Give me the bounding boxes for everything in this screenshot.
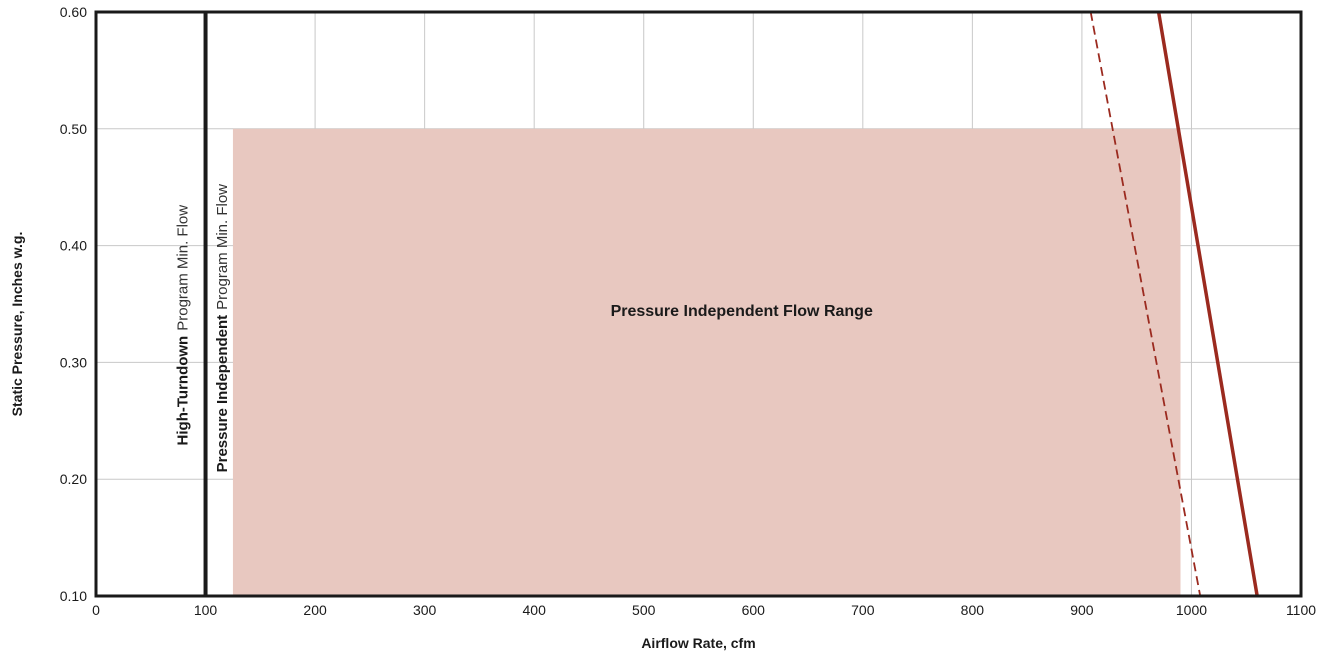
x-tick-label: 500 [632, 602, 656, 618]
vertical-line-label: Pressure Independent Program Min. Flow [214, 184, 231, 473]
x-tick-label: 1000 [1176, 602, 1207, 618]
x-tick-label: 300 [413, 602, 437, 618]
dashed-series-line [1089, 12, 1202, 596]
x-tick-labels: 0 100 200 300 400 500 600 700 800 900 1000 1100 [92, 602, 1316, 618]
vertical-line-label: High-Turndown Program Min. Flow [175, 205, 192, 446]
x-tick-label: 900 [1070, 602, 1094, 618]
x-tick-label: 800 [961, 602, 985, 618]
x-tick-label: 0 [92, 602, 100, 618]
y-tick-label: 0.40 [60, 238, 87, 254]
pressure-independent-region [232, 128, 1181, 597]
x-tick-label: 200 [303, 602, 327, 618]
y-tick-labels: 0.10 0.20 0.30 0.40 0.50 0.60 [60, 4, 87, 604]
vertical-label-bold: High-Turndown [175, 336, 192, 446]
y-tick-label: 0.50 [60, 121, 87, 137]
y-tick-label: 0.20 [60, 471, 87, 487]
vertical-label-light: Program Min. Flow [175, 205, 192, 331]
y-tick-label: 0.30 [60, 354, 87, 370]
plot-frame [94, 10, 1303, 598]
y-tick-label: 0.10 [60, 588, 87, 604]
y-axis-title: Static Pressure, Inches w.g. [9, 232, 25, 417]
vertical-label-light: Program Min. Flow [214, 184, 231, 310]
x-tick-label: 100 [194, 602, 218, 618]
solid-series-line [1156, 12, 1259, 596]
vertical-label-bold: Pressure Independent [214, 315, 231, 473]
series-layer [1089, 12, 1259, 596]
x-tick-label: 700 [851, 602, 875, 618]
x-axis-title: Airflow Rate, cfm [641, 635, 755, 651]
x-tick-label: 1100 [1286, 602, 1316, 618]
region-label: Pressure Independent Flow Range [611, 303, 873, 320]
x-tick-label: 600 [742, 602, 766, 618]
y-tick-label: 0.60 [60, 4, 87, 20]
x-tick-label: 400 [523, 602, 547, 618]
